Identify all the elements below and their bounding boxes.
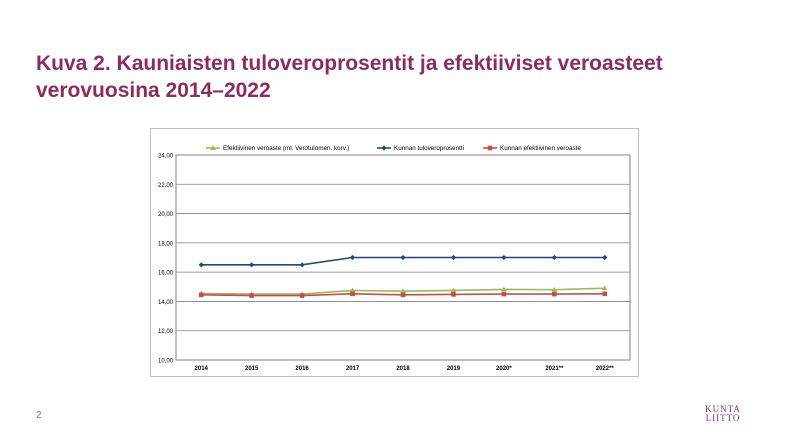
y-tick-label: 10,00 bbox=[158, 359, 174, 365]
data-point bbox=[381, 145, 387, 151]
data-point bbox=[602, 254, 608, 261]
y-tick-label: 20,00 bbox=[158, 212, 174, 218]
slide-title: Kuva 2. Kauniaisten tuloveroprosentit ja… bbox=[36, 50, 736, 104]
logo-line-1: KUNTA bbox=[705, 404, 741, 414]
x-tick-label: 2019 bbox=[447, 366, 461, 372]
y-tick-label: 12,00 bbox=[158, 329, 174, 335]
data-point bbox=[602, 291, 608, 297]
chart-canvas: 10,00 12,00 14,00 16,00 18,00 20,00 22,00 24,00… bbox=[158, 145, 631, 372]
data-point bbox=[551, 286, 558, 292]
data-point bbox=[400, 288, 406, 294]
x-tick-label: 2015 bbox=[245, 366, 259, 372]
data-point bbox=[350, 291, 355, 297]
page-number: 2 bbox=[36, 410, 42, 421]
x-tick-label: 2021** bbox=[545, 366, 564, 372]
y-tick-label: 16,00 bbox=[158, 271, 174, 277]
data-point bbox=[552, 291, 557, 297]
data-point bbox=[299, 293, 305, 298]
slide-title-line-1: Kuva 2. Kauniaisten tuloveroprosentit ja… bbox=[36, 52, 663, 75]
x-tick-label: 2014 bbox=[195, 366, 209, 372]
data-point bbox=[501, 291, 507, 297]
data-point bbox=[400, 292, 406, 298]
y-tick-label: 24,00 bbox=[158, 154, 174, 160]
x-tick-label: 2018 bbox=[396, 366, 410, 372]
legend-label: Kunnan efektiivinen veroaste bbox=[500, 145, 581, 152]
data-point bbox=[451, 292, 456, 297]
y-tick-label: 18,00 bbox=[158, 241, 174, 247]
y-tick-label: 22,00 bbox=[158, 183, 174, 189]
x-tick-label: 2016 bbox=[295, 366, 309, 372]
line-chart: 10,00 12,00 14,00 16,00 18,00 20,00 22,00 24,00… bbox=[150, 128, 639, 377]
data-point bbox=[349, 254, 356, 261]
x-tick-label: 2020* bbox=[496, 366, 512, 372]
data-point bbox=[450, 287, 457, 293]
data-point bbox=[501, 286, 507, 292]
y-tick-label: 14,00 bbox=[158, 300, 174, 306]
data-point bbox=[450, 254, 457, 261]
kuntaliitto-logo: KUNTA LIITTO bbox=[700, 405, 746, 423]
data-point bbox=[249, 293, 254, 298]
data-point bbox=[487, 145, 493, 151]
x-tick-label: 2017 bbox=[346, 366, 360, 372]
data-point bbox=[198, 292, 204, 298]
logo-line-2: LIITTO bbox=[705, 413, 741, 423]
x-tick-label: 2022** bbox=[596, 366, 615, 372]
data-point bbox=[551, 254, 557, 261]
legend-label: Efektiivinen veroaste (ml. Verotulomen. … bbox=[223, 145, 349, 152]
data-point bbox=[349, 287, 356, 293]
data-point bbox=[400, 254, 406, 261]
legend-label: Kunnan tuloveroprosentti bbox=[394, 145, 464, 152]
data-point bbox=[501, 254, 507, 261]
data-point bbox=[210, 145, 216, 150]
slide-title-line-2: verovuosina 2014–2022 bbox=[36, 79, 271, 102]
data-point bbox=[601, 285, 608, 291]
